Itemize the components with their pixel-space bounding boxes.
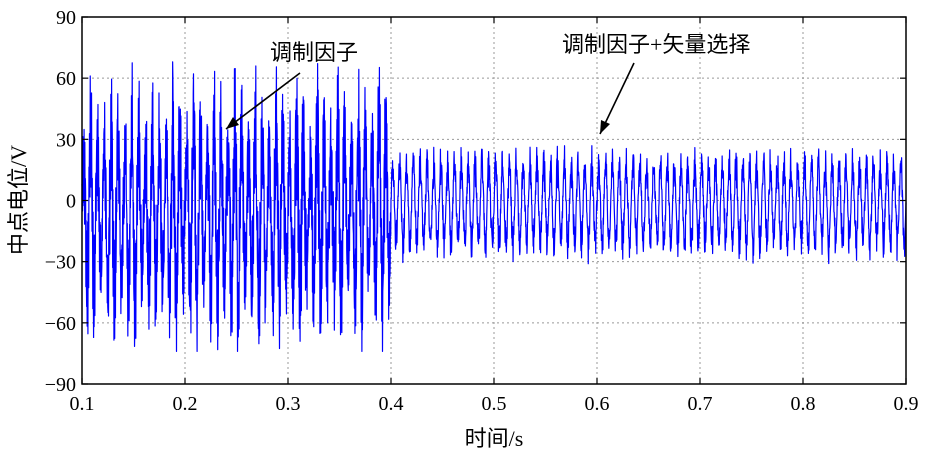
annotation-arrowhead-1 [226, 117, 239, 129]
y-tick-label: 30 [56, 129, 76, 151]
y-tick-label: 90 [56, 7, 76, 29]
x-tick-label: 0.5 [482, 393, 507, 415]
annotation-text-1: 调制因子 [270, 40, 358, 65]
annotation-arrowhead-2 [600, 120, 610, 134]
signal-group [81, 61, 907, 352]
tick-labels: 0.1 0.2 0.3 0.4 0.5 0.6 0.7 0.8 0.9 −90 −60 −30 0 30 6… [45, 7, 919, 415]
annotation-text-2: 调制因子+矢量选择 [562, 32, 750, 57]
x-tick-label: 0.8 [791, 393, 816, 415]
annotation-arrow-1 [225, 72, 301, 130]
x-tick-label: 0.9 [894, 393, 919, 415]
y-tick-label: 0 [66, 191, 76, 213]
x-tick-label: 0.1 [70, 393, 95, 415]
x-axis-label: 时间/s [465, 426, 524, 451]
x-tick-label: 0.3 [276, 393, 301, 415]
x-tick-label: 0.6 [585, 393, 610, 415]
x-tick-label: 0.7 [688, 393, 713, 415]
annotations: 调制因子 调制因子+矢量选择 [225, 32, 750, 135]
y-tick-label: 60 [56, 68, 76, 90]
x-tick-label: 0.4 [379, 393, 404, 415]
series-line [81, 61, 907, 352]
x-tick-label: 0.2 [173, 393, 198, 415]
ticks [81, 16, 907, 385]
y-tick-label: −90 [45, 374, 76, 396]
y-tick-label: −60 [45, 313, 76, 335]
y-tick-label: −30 [45, 252, 76, 274]
y-axis-label: 中点电位/V [6, 145, 31, 255]
